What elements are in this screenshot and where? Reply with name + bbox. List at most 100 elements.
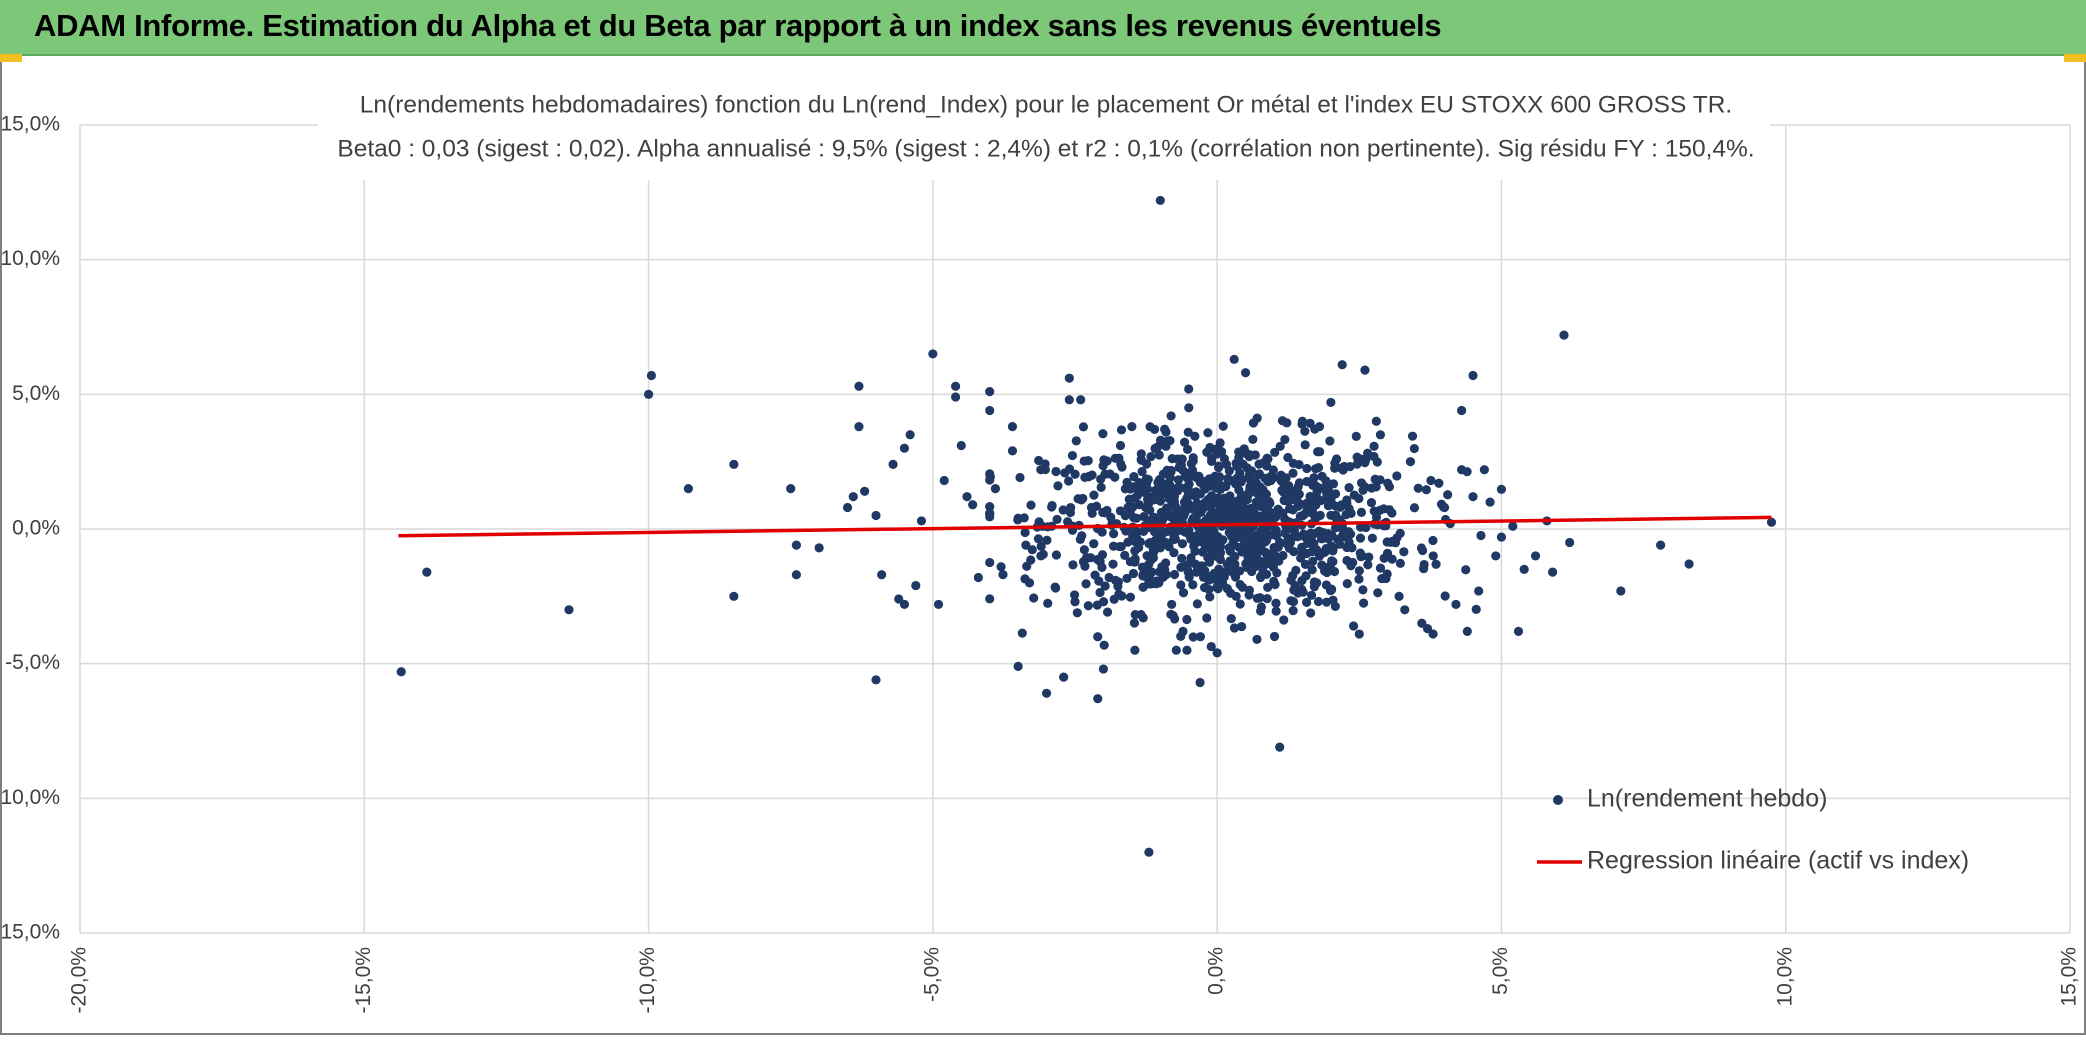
scatter-point: [1102, 607, 1113, 617]
scatter-point: [1305, 503, 1316, 513]
scatter-point: [729, 591, 739, 601]
scatter-point: [1508, 521, 1518, 531]
scatter-point: [1152, 576, 1162, 586]
scatter-point: [848, 492, 858, 502]
scatter-point: [1034, 455, 1044, 466]
scatter-point: [1007, 446, 1018, 456]
scatter-point: [1092, 600, 1102, 610]
scatter-point: [1190, 431, 1200, 441]
scatter-point: [1325, 436, 1335, 446]
scatter-point: [1069, 590, 1080, 600]
scatter-point: [1461, 565, 1471, 575]
scatter-point: [860, 486, 870, 496]
scatter-point: [1474, 586, 1484, 596]
x-tick-label: 0,0%: [1205, 947, 1228, 995]
scatter-point: [1314, 422, 1325, 432]
scatter-point: [1355, 533, 1366, 543]
scatter-point: [1243, 553, 1253, 563]
scatter-point: [1358, 485, 1368, 495]
scatter-point: [1387, 508, 1397, 518]
scatter-point: [1321, 476, 1331, 486]
scatter-point: [1144, 847, 1154, 857]
scatter-point: [1214, 461, 1224, 471]
scatter-point: [1262, 594, 1272, 604]
scatter-point: [1338, 465, 1348, 475]
scatter-point: [1440, 591, 1450, 601]
scatter-point: [1282, 418, 1292, 428]
scatter-point: [1246, 529, 1256, 539]
scatter-point: [1253, 541, 1263, 551]
scatter-point: [1302, 463, 1312, 474]
scatter-point: [1150, 424, 1160, 434]
scatter-point: [1308, 556, 1318, 566]
scatter-point: [928, 349, 938, 359]
scatter-point: [1178, 588, 1189, 598]
scatter-point: [1234, 485, 1244, 495]
scatter-point: [1360, 365, 1370, 375]
scatter-point: [842, 502, 853, 513]
scatter-point: [1255, 483, 1265, 493]
scatter-point: [1184, 403, 1194, 413]
scatter-point: [1314, 528, 1324, 538]
scatter-point: [1128, 568, 1139, 579]
legend-label-regression: Regression linéaire (actif vs index): [1587, 847, 1969, 875]
scatter-point: [1087, 470, 1097, 480]
x-tick-label: 5,0%: [1489, 947, 1512, 995]
x-tick-label: 15,0%: [2058, 947, 2081, 1007]
scatter-point: [1113, 581, 1123, 591]
scatter-point: [1033, 534, 1044, 544]
y-tick-label: -10,0%: [0, 786, 60, 809]
scatter-point: [1293, 588, 1303, 598]
scatter-point: [1183, 492, 1193, 502]
scatter-point: [1150, 443, 1160, 454]
scatter-point: [1169, 569, 1180, 580]
scatter-point: [1094, 576, 1104, 586]
scatter-point: [1099, 640, 1109, 650]
scatter-point: [1027, 545, 1037, 555]
scatter-point: [1091, 501, 1102, 511]
scatter-point: [1161, 427, 1171, 437]
scatter-point: [1202, 613, 1212, 623]
scatter-point: [1184, 384, 1194, 394]
scatter-point: [1274, 537, 1285, 547]
scatter-point: [1147, 567, 1157, 577]
scatter-point: [1306, 590, 1317, 600]
scatter-point: [1122, 573, 1132, 584]
scatter-point: [1399, 547, 1409, 557]
scatter-point: [1223, 474, 1233, 484]
scatter-point: [1344, 482, 1354, 493]
scatter-point: [1309, 473, 1319, 483]
scatter-point: [1079, 545, 1089, 555]
scatter-point: [1167, 599, 1177, 610]
scatter-point: [1358, 598, 1369, 608]
scatter-point: [1175, 511, 1185, 522]
scatter-point: [1146, 452, 1156, 462]
scatter-point: [1419, 563, 1429, 574]
scatter-point: [1513, 626, 1524, 636]
scatter-point: [1179, 437, 1190, 447]
scatter-point: [1261, 489, 1271, 499]
scatter-point: [1265, 530, 1276, 540]
header-bar: ADAM Informe. Estimation du Alpha et du …: [0, 0, 2086, 56]
scatter-point: [1426, 475, 1436, 486]
scatter-point: [1405, 457, 1416, 467]
scatter-point: [1174, 482, 1184, 492]
scatter-point: [1255, 593, 1265, 603]
scatter-point: [1311, 464, 1321, 474]
scatter-point: [1026, 500, 1036, 510]
scatter-point: [1164, 526, 1174, 536]
scatter-point: [1217, 569, 1227, 579]
legend: Ln(rendement hebdo) Regression linéaire …: [1537, 785, 1969, 875]
scatter-point: [1360, 458, 1370, 468]
scatter-point: [1131, 537, 1141, 547]
scatter-point: [1320, 566, 1330, 576]
scatter-point: [1238, 500, 1248, 510]
scatter-point: [791, 540, 802, 550]
scatter-point: [1394, 591, 1404, 601]
scatter-point: [1071, 436, 1081, 446]
scatter-point: [1143, 579, 1153, 589]
scatter-point: [1293, 482, 1303, 492]
scatter-point: [1233, 509, 1243, 519]
scatter-point: [1058, 505, 1068, 515]
scatter-point: [1079, 456, 1089, 466]
